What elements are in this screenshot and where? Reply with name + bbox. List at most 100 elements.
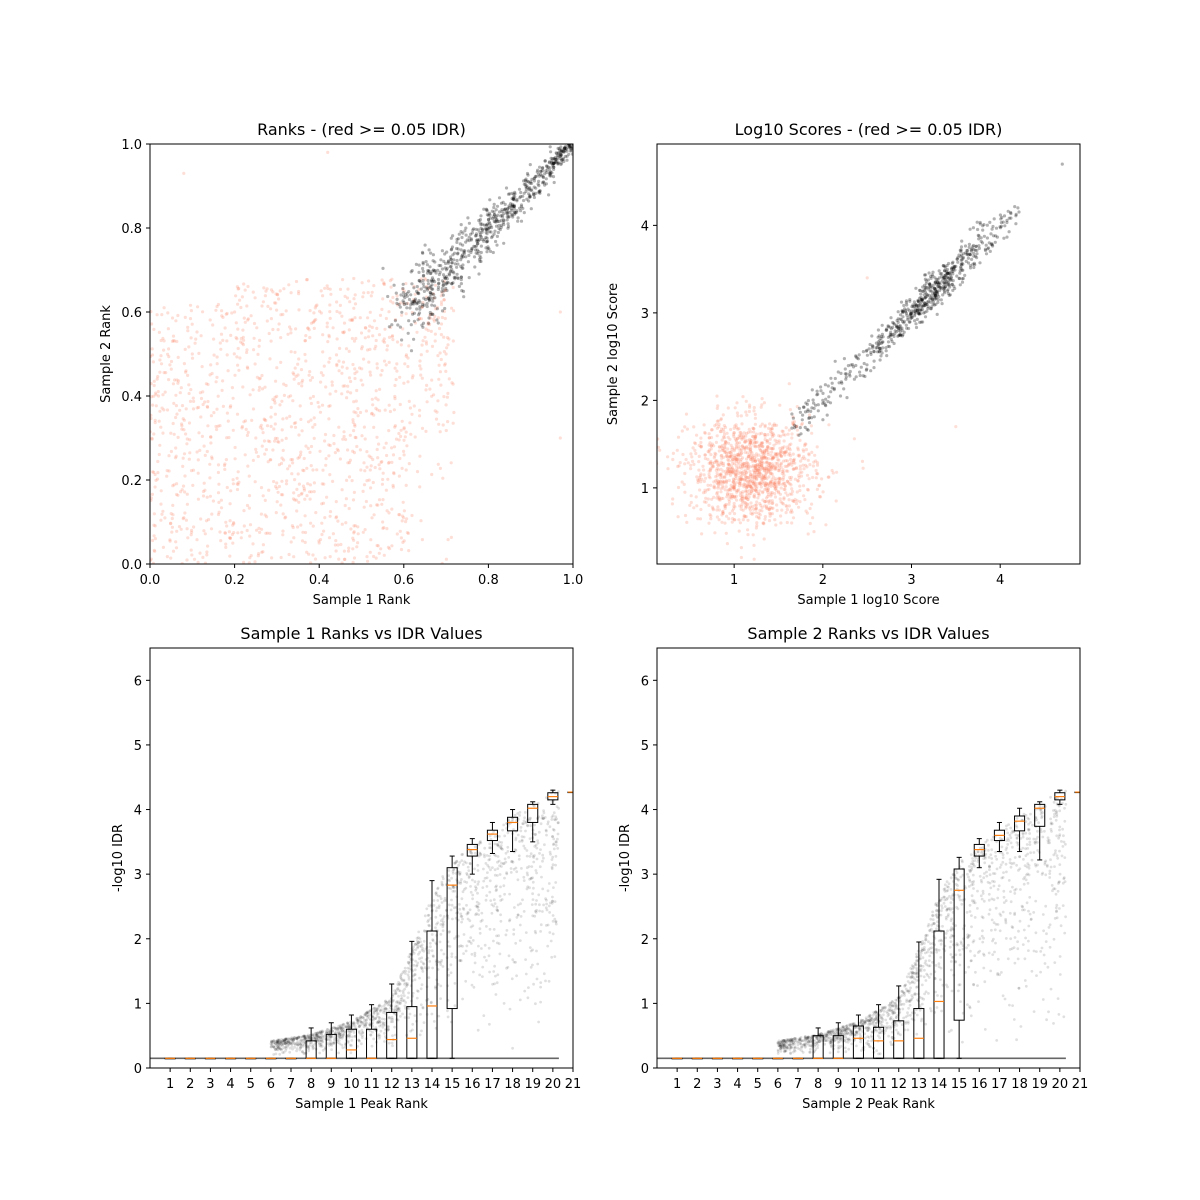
scatter-point — [956, 255, 960, 259]
scatter-point — [780, 446, 785, 450]
scatter-point — [762, 521, 766, 525]
scatter-point — [394, 989, 398, 992]
scatter-point — [371, 403, 375, 407]
scatter-point — [785, 493, 790, 497]
scatter-point — [340, 371, 344, 375]
scatter-point — [195, 538, 199, 542]
scatter-point — [770, 464, 774, 468]
scatter-point — [726, 451, 730, 455]
scatter-point — [952, 265, 957, 270]
scatter-point — [963, 273, 967, 277]
scatter-point — [481, 886, 485, 889]
scatter-point — [335, 337, 339, 341]
scatter-point — [248, 534, 252, 538]
scatter-point — [785, 505, 789, 509]
scatter-point — [541, 175, 545, 179]
scatter-point — [391, 485, 395, 489]
scatter-point — [437, 363, 441, 367]
scatter-point — [274, 510, 278, 515]
scatter-point — [914, 303, 919, 307]
scatter-point — [209, 435, 213, 439]
scatter-point — [362, 461, 366, 465]
scatter-point — [772, 456, 776, 460]
scatter-point — [722, 480, 726, 484]
scatter-point — [180, 427, 184, 431]
scatter-point — [456, 251, 460, 255]
scatter-point — [896, 334, 900, 338]
scatter-point — [525, 197, 529, 201]
scatter-point — [539, 822, 543, 826]
scatter-point — [328, 404, 332, 408]
scatter-point — [752, 507, 756, 511]
scatter-point — [390, 323, 394, 327]
scatter-point — [288, 464, 292, 468]
scatter-point — [179, 490, 183, 494]
scatter-point — [367, 329, 371, 333]
scatter-point — [486, 218, 491, 222]
scatter-point — [798, 410, 803, 414]
scatter-point — [286, 1037, 289, 1041]
scatter-point — [260, 550, 264, 554]
scatter-point — [563, 147, 567, 151]
scatter-point — [704, 500, 708, 504]
scatter-point — [711, 507, 715, 511]
scatter-point — [169, 556, 173, 560]
scatter-point — [345, 478, 349, 482]
scatter-point — [737, 529, 741, 533]
scatter-point — [272, 1045, 276, 1049]
scatter-point — [551, 162, 555, 166]
scatter-point — [723, 425, 728, 429]
scatter-point — [766, 444, 770, 449]
scatter-point — [285, 416, 289, 420]
scatter-point — [729, 443, 733, 447]
scatter-point — [761, 482, 765, 486]
scatter-point — [555, 152, 559, 156]
scatter-point — [329, 1039, 332, 1042]
scatter-point — [755, 474, 759, 478]
scatter-point — [369, 504, 373, 508]
scatter-point — [505, 218, 509, 222]
scatter-point — [513, 195, 517, 199]
scatter-point — [150, 492, 154, 496]
scatter-point — [297, 500, 301, 504]
scatter-point — [339, 1031, 343, 1035]
scatter-point — [301, 1038, 305, 1042]
scatter-point — [246, 464, 250, 468]
scatter-point — [316, 1031, 320, 1035]
scatter-point — [375, 543, 379, 548]
scatter-point — [326, 340, 330, 344]
scatter-point — [216, 463, 221, 467]
scatter-point — [922, 311, 926, 315]
scatter-point — [487, 230, 492, 234]
scatter-point — [434, 985, 437, 989]
scatter-point — [534, 1002, 537, 1006]
scatter-point — [547, 160, 552, 164]
scatter-point — [411, 312, 415, 316]
scatter-point — [327, 360, 331, 364]
scatter-point — [309, 401, 313, 406]
scatter-point — [458, 872, 462, 876]
scatter-point — [906, 307, 910, 311]
scatter-point — [790, 489, 795, 494]
scatter-point — [450, 898, 453, 902]
x-tick-label: 2 — [819, 573, 827, 588]
scatter-point — [347, 506, 351, 511]
scatter-point — [338, 311, 342, 315]
scatter-point — [302, 469, 306, 473]
scatter-point — [303, 1052, 306, 1055]
scatter-point — [542, 903, 545, 907]
scatter-point — [563, 145, 567, 150]
scatter-point — [943, 277, 947, 281]
scatter-point — [677, 464, 681, 468]
scatter-point — [910, 309, 914, 313]
scatter-point — [764, 456, 768, 460]
scatter-point — [769, 471, 773, 476]
scatter-point — [310, 1041, 313, 1045]
scatter-point — [423, 243, 427, 247]
scatter-point — [367, 478, 371, 482]
scatter-point — [778, 446, 782, 450]
scatter-point — [808, 521, 812, 526]
scatter-point — [275, 1048, 279, 1051]
scatter-point — [425, 349, 429, 353]
scatter-point — [763, 483, 768, 488]
